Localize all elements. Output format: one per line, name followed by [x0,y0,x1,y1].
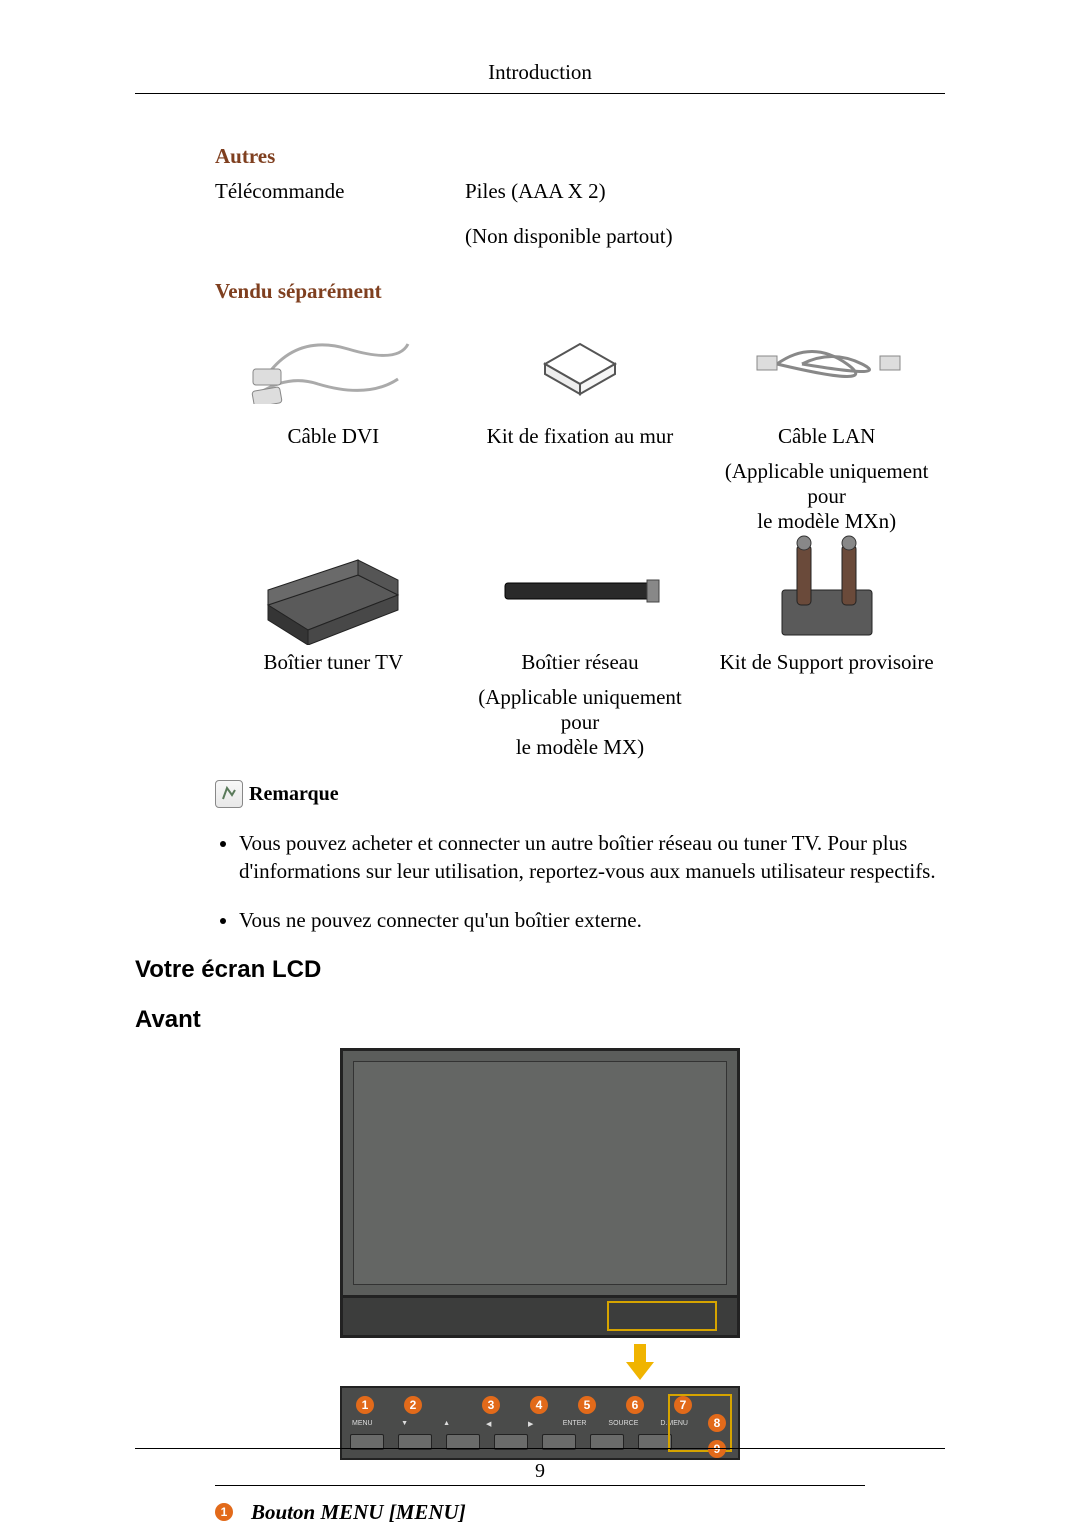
lbl-down: ▼ [395,1420,415,1428]
footer-rule [135,1448,945,1449]
lcd-bottom-bar [340,1298,740,1338]
cap-tuner: Boîtier tuner TV [215,650,452,675]
num-2-icon: 2 [404,1396,422,1414]
lcd-heading: Votre écran LCD [135,956,945,984]
page: Introduction Autres Télécommande Piles (… [0,0,1080,1527]
avant-heading: Avant [135,1006,945,1034]
num-6-icon: 6 [626,1396,644,1414]
lcd-highlight-box [607,1301,717,1331]
lcd: 1 2 3 4 5 6 7 MENU ▼ ▲ ◀ ▶ ENTER SOURCE … [340,1048,740,1460]
lbl-enter: ENTER [563,1420,587,1428]
remarque-row: Remarque [215,780,945,808]
stand-kit-image [708,540,945,640]
item-1-row: 1 Bouton MENU [MENU] [215,1500,945,1525]
lbl-right: ▶ [521,1420,541,1428]
lbl-up: ▲ [437,1420,457,1428]
header-rule [135,93,945,94]
autres-heading: Autres [215,144,945,169]
tv-tuner-image [215,540,452,640]
lcd-arrow [540,1342,740,1382]
bullet-1: Vous pouvez acheter et connecter un autr… [239,829,945,886]
autres-col2-l1: Piles (AAA X 2) [465,179,673,204]
lan-cable-image [708,314,945,414]
lcd-screen [340,1048,740,1298]
autres-col2: Piles (AAA X 2) (Non disponible partout) [465,179,673,249]
vendu-row1-images [215,314,945,414]
num-1-icon: 1 [356,1396,374,1414]
num-4-icon: 4 [530,1396,548,1414]
vendu-row2-caps: Boîtier tuner TV Boîtier réseau Kit de S… [215,650,945,675]
item-1-title: Bouton MENU [MENU] [251,1500,466,1525]
lcd-diagram: 1 2 3 4 5 6 7 MENU ▼ ▲ ◀ ▶ ENTER SOURCE … [135,1048,945,1460]
lbl-source: SOURCE [608,1420,638,1428]
item-rule [215,1485,865,1486]
vendu-heading: Vendu séparément [215,279,945,304]
cap-lan-sub1: (Applicable uniquement pour [708,459,945,509]
lcd-screen-inner [353,1061,727,1285]
lbl-menu: MENU [352,1420,373,1428]
dvi-cable-image [215,314,452,414]
autres-col2-l2: (Non disponible partout) [465,224,673,249]
remarque-bullets: Vous pouvez acheter et connecter un autr… [215,829,945,934]
item-1-num-icon: 1 [215,1503,233,1521]
cap-dvi: Câble DVI [215,424,452,449]
lbl-left: ◀ [479,1420,499,1428]
cap-lan-sub2: le modèle MXn) [708,509,945,534]
vendu-row1-caps: Câble DVI Kit de fixation au mur Câble L… [215,424,945,449]
cap-network: Boîtier réseau [462,650,699,675]
note-icon [215,780,243,808]
cap-wall: Kit de fixation au mur [462,424,699,449]
autres-row: Télécommande Piles (AAA X 2) (Non dispon… [215,179,945,249]
autres-col1: Télécommande [215,179,465,249]
num-5-icon: 5 [578,1396,596,1414]
vendu-row1-sub: (Applicable uniquement pour le modèle MX… [215,459,945,534]
page-number: 9 [0,1460,1080,1483]
num-3-icon: 3 [482,1396,500,1414]
header-title: Introduction [135,60,945,85]
cap-lan: Câble LAN [708,424,945,449]
cap-network-sub1: (Applicable uniquement pour [462,685,699,735]
num-8-icon: 8 [708,1414,726,1432]
bullet-2: Vous ne pouvez connecter qu'un boîtier e… [239,906,945,934]
lcd-right-numbers: 8 9 [708,1414,726,1458]
cap-stand: Kit de Support provisoire [708,650,945,675]
num-9-icon: 9 [708,1440,726,1458]
vendu-row2-images [215,540,945,640]
remarque-label: Remarque [249,783,339,806]
wall-mount-image [462,314,699,414]
vendu-row2-sub: (Applicable uniquement pour le modèle MX… [215,685,945,760]
cap-network-sub2: le modèle MX) [462,735,699,760]
network-box-image [462,540,699,640]
